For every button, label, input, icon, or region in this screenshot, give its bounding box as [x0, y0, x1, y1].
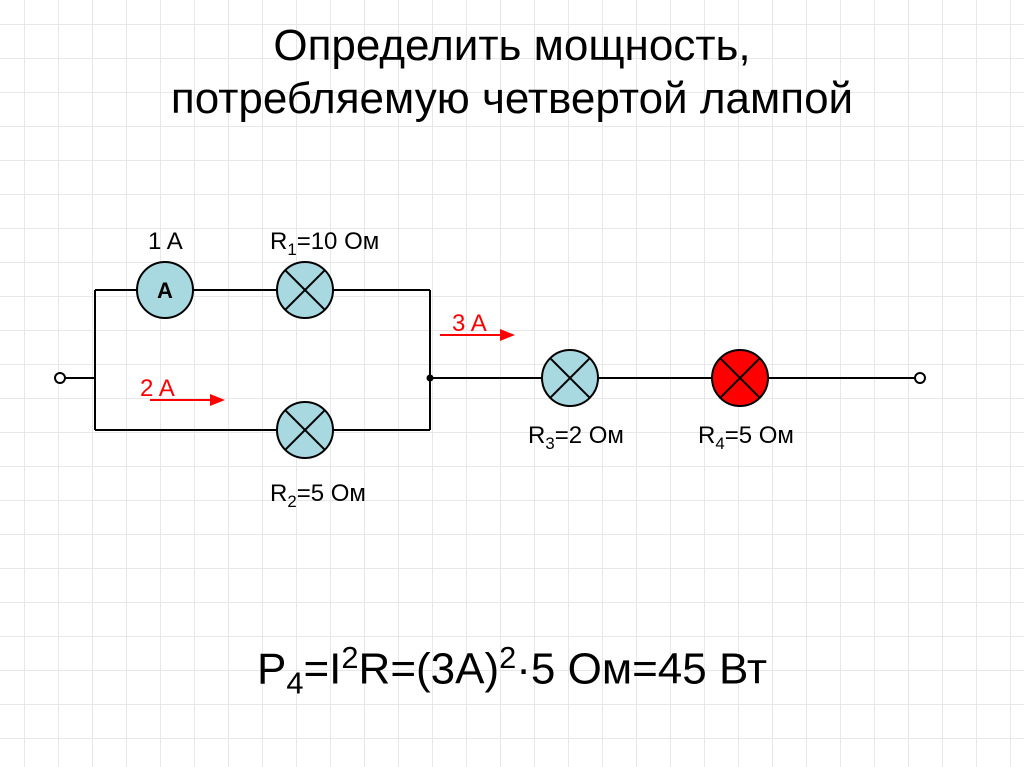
terminal-left-icon — [55, 373, 65, 383]
solution-formula: P4=I2R=(3А)2·5 Ом=45 Вт — [0, 640, 1024, 701]
label-r4: R4=5 Ом — [698, 422, 794, 454]
label-current-3a: 3 A — [452, 310, 487, 338]
ammeter-letter: A — [157, 278, 173, 303]
lamp-r4-icon — [712, 350, 768, 406]
label-r1: R1=10 Ом — [270, 228, 379, 260]
lamp-r1-icon — [277, 262, 333, 318]
label-r3: R3=2 Ом — [528, 422, 624, 454]
lamp-r2-icon — [277, 402, 333, 458]
label-r2: R2=5 Ом — [270, 480, 366, 512]
terminal-right-icon — [915, 373, 925, 383]
label-current-1a: 1 A — [148, 228, 183, 256]
label-current-2a: 2 A — [140, 375, 175, 403]
lamp-r3-icon — [542, 350, 598, 406]
junction-node-icon — [427, 375, 434, 382]
